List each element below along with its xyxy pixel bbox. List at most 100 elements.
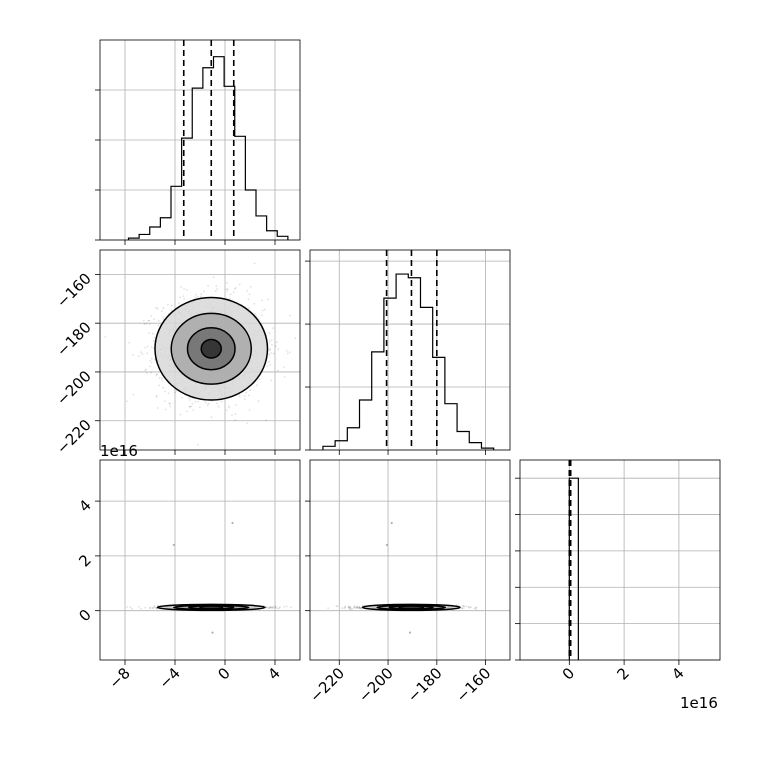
scatter-point [156, 307, 159, 310]
scatter-point [227, 405, 230, 408]
outlier-point [390, 521, 393, 525]
scatter-point [182, 295, 185, 298]
x-offset-text-param-2: 1e16 [680, 694, 718, 712]
scatter-point [197, 400, 199, 403]
scatter-point [189, 405, 191, 408]
scatter-point [270, 606, 272, 608]
scatter-point [351, 608, 353, 611]
axes-frame [99, 39, 301, 241]
scatter-point [358, 607, 361, 609]
scatter-point [283, 376, 286, 378]
scatter-point [229, 297, 231, 300]
scatter-point [465, 605, 467, 608]
scatter-point [263, 308, 266, 311]
scatter-point [247, 298, 250, 301]
y-tick-label: 0 [75, 606, 94, 625]
scatter-point [248, 293, 251, 296]
scatter-point [234, 404, 237, 406]
scatter-point [153, 318, 156, 321]
scatter-point [194, 293, 197, 296]
scatter-point [158, 376, 161, 379]
scatter-point [180, 286, 183, 288]
scatter-point [217, 405, 220, 408]
scatter-panel-param-0-vs-1: −220 −200 −180 −160 [53, 249, 301, 458]
scatter-point [215, 285, 218, 288]
scatter-point [349, 606, 352, 609]
scatter-point [144, 606, 146, 609]
scatter-panel-param-1-vs-2: −220 −200 −180 −160 [305, 459, 511, 706]
scatter-point [152, 339, 155, 342]
scatter-point [246, 422, 248, 425]
scatter-point [162, 386, 164, 389]
scatter-point [347, 605, 350, 608]
scatter-point [188, 397, 190, 400]
scatter-point [197, 443, 199, 446]
scatter-point [146, 345, 149, 348]
scatter-point [146, 352, 149, 355]
scatter-point [162, 316, 165, 319]
x-tick-label: −180 [404, 664, 446, 706]
scatter-point [158, 384, 161, 387]
scatter-point [336, 605, 339, 608]
scatter-point [475, 608, 477, 611]
scatter-point [349, 607, 352, 610]
scatter-point [144, 346, 147, 349]
scatter-point [238, 283, 241, 286]
contour-line [361, 603, 461, 612]
scatter-point [149, 607, 152, 609]
scatter-point [164, 390, 167, 393]
scatter-point [270, 606, 273, 609]
scatter-point [207, 402, 210, 405]
outlier-point [408, 631, 412, 634]
scatter-point [177, 302, 180, 305]
scatter-point [348, 607, 350, 610]
scatter-point [170, 304, 173, 307]
scatter-point [231, 414, 233, 417]
scatter-point [126, 606, 128, 608]
scatter-point [161, 377, 163, 380]
scatter-point [278, 606, 281, 609]
scatter-point [355, 606, 358, 609]
scatter-point [198, 406, 201, 409]
scatter-point [167, 392, 170, 395]
scatter-point [150, 357, 153, 360]
scatter-point [203, 290, 205, 293]
scatter-point [183, 297, 185, 300]
contour-line [154, 296, 269, 401]
scatter-point [234, 419, 237, 422]
scatter-point [189, 399, 191, 401]
scatter-point [248, 394, 250, 397]
scatter-point [185, 288, 188, 291]
scatter-point [206, 404, 209, 406]
scatter-point [249, 285, 252, 288]
y-tick-label: −200 [53, 367, 95, 409]
scatter-point [238, 395, 241, 398]
scatter-point [276, 369, 279, 372]
scatter-point [210, 416, 213, 419]
contour-line [200, 338, 222, 359]
histogram-step [568, 477, 579, 660]
scatter-point [243, 395, 246, 397]
scatter-point [170, 309, 173, 312]
scatter-point [360, 607, 362, 609]
scatter-point [356, 607, 359, 610]
scatter-point [164, 408, 167, 411]
scatter-point [156, 373, 158, 376]
scatter-point [170, 452, 172, 454]
scatter-point [243, 398, 246, 401]
histogram-step [322, 273, 495, 450]
scatter-point [468, 606, 470, 609]
scatter-point [358, 606, 361, 608]
scatter-point [277, 607, 279, 610]
scatter-point [353, 605, 356, 608]
outlier-point [211, 631, 214, 634]
scatter-point [152, 607, 155, 610]
scatter-point [475, 606, 477, 609]
scatter-point [255, 384, 258, 387]
x-tick-label: 4 [264, 664, 283, 683]
contour-line [173, 604, 250, 611]
scatter-point [349, 606, 351, 609]
panel-plot-area [310, 460, 510, 660]
scatter-point [267, 298, 269, 301]
scatter-point [360, 607, 363, 610]
